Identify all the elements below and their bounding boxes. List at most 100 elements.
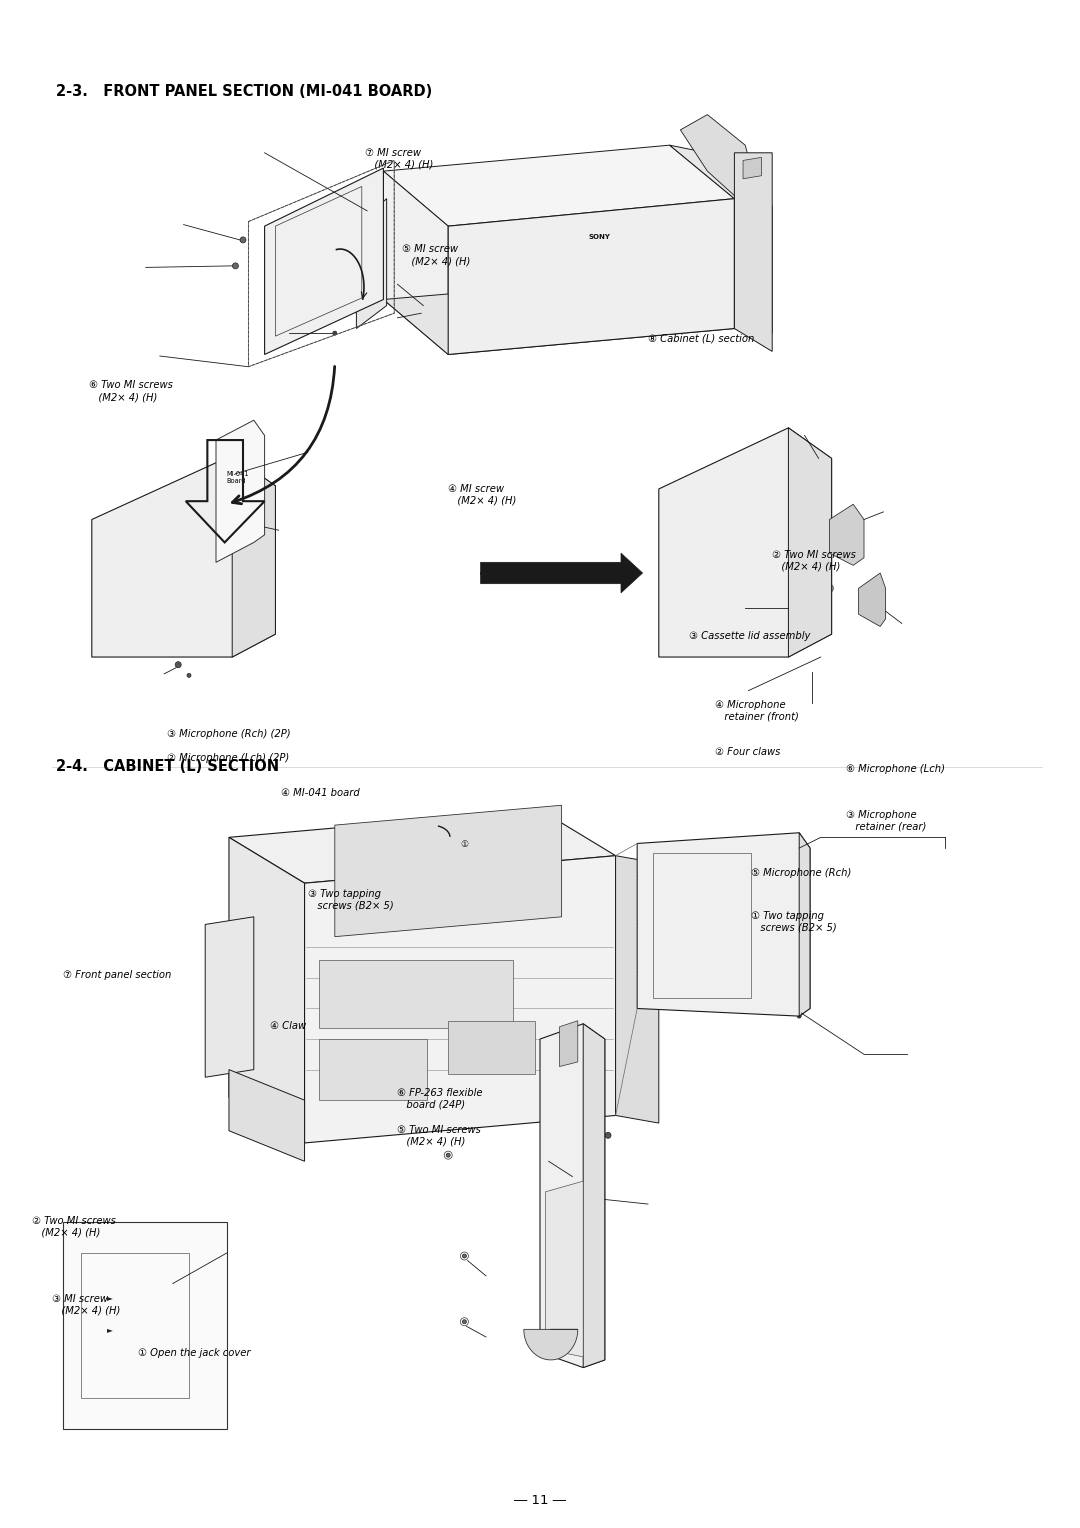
Circle shape [310,246,338,274]
Text: 2-4.   CABINET (L) SECTION: 2-4. CABINET (L) SECTION [56,759,280,775]
Circle shape [232,263,239,269]
Polygon shape [859,573,886,626]
Circle shape [300,235,348,284]
Text: ⑤ MI screw
   (M2× 4) (H): ⑤ MI screw (M2× 4) (H) [402,244,470,266]
Polygon shape [743,157,761,179]
Text: ④ Microphone
   retainer (front): ④ Microphone retainer (front) [715,700,799,721]
Text: ③ Microphone
   retainer (rear): ③ Microphone retainer (rear) [846,810,926,831]
Circle shape [549,1309,553,1313]
Bar [63,1222,227,1429]
Circle shape [120,1291,129,1300]
Bar [81,1253,189,1398]
Text: 2-3.   FRONT PANEL SECTION (MI-041 BOARD): 2-3. FRONT PANEL SECTION (MI-041 BOARD) [56,84,432,99]
Circle shape [224,646,230,652]
Text: ⑥ Microphone (Lch): ⑥ Microphone (Lch) [846,764,945,775]
Polygon shape [616,856,659,1123]
Circle shape [136,568,177,608]
Text: ⑦ Front panel section: ⑦ Front panel section [63,970,171,981]
Polygon shape [524,1329,578,1360]
Polygon shape [305,856,616,1143]
Circle shape [240,237,246,243]
Polygon shape [670,145,772,333]
Circle shape [310,1132,316,1138]
Text: ⑥ Two MI screws
   (M2× 4) (H): ⑥ Two MI screws (M2× 4) (H) [89,380,173,402]
Circle shape [780,643,786,649]
Circle shape [825,584,834,593]
Text: SONY: SONY [589,234,610,240]
Circle shape [605,1132,611,1138]
Text: ② Microphone (Lch) (2P): ② Microphone (Lch) (2P) [167,753,289,764]
Bar [653,853,751,998]
Polygon shape [356,199,387,329]
Circle shape [423,303,430,309]
Circle shape [661,498,667,504]
Polygon shape [559,1021,578,1067]
Bar [319,1039,427,1100]
Text: ⑤ Two MI screws
   (M2× 4) (H): ⑤ Two MI screws (M2× 4) (H) [397,1125,482,1146]
Polygon shape [383,145,734,226]
Text: ⑤ Microphone (Rch): ⑤ Microphone (Rch) [751,868,851,879]
Circle shape [446,1154,450,1157]
Text: ④ Claw: ④ Claw [270,1021,306,1031]
Text: ② Four claws: ② Four claws [715,747,781,758]
Text: MI-041
Board: MI-041 Board [227,471,249,484]
Circle shape [543,1154,548,1157]
Circle shape [96,646,103,652]
Circle shape [796,440,802,446]
Polygon shape [448,199,734,354]
Polygon shape [265,168,383,354]
Polygon shape [829,504,864,565]
Text: ③ Microphone (Rch) (2P): ③ Microphone (Rch) (2P) [167,729,291,740]
Text: ① Open the jack cover: ① Open the jack cover [138,1348,251,1358]
Polygon shape [335,805,562,937]
Polygon shape [232,455,275,657]
Text: ①: ① [460,840,469,850]
Polygon shape [205,917,254,1077]
Polygon shape [545,1181,583,1357]
Circle shape [549,1144,553,1148]
Circle shape [310,888,316,894]
Circle shape [698,568,739,608]
Polygon shape [383,171,448,354]
Circle shape [811,591,820,601]
Text: ⑥ FP-263 flexible
   board (24P): ⑥ FP-263 flexible board (24P) [397,1088,483,1109]
Circle shape [146,578,167,599]
Polygon shape [788,428,832,657]
Text: ►: ► [107,1325,113,1334]
Bar [319,960,513,1028]
Polygon shape [659,428,832,657]
Circle shape [129,561,185,616]
Circle shape [120,1325,129,1334]
Text: ③ MI screw
   (M2× 4) (H): ③ MI screw (M2× 4) (H) [52,1294,120,1316]
Polygon shape [229,837,305,1143]
Circle shape [292,228,356,292]
Polygon shape [216,420,265,562]
Circle shape [797,1015,801,1018]
Polygon shape [383,275,734,354]
Circle shape [229,471,235,477]
Circle shape [175,662,181,668]
Polygon shape [734,153,772,351]
Circle shape [802,454,807,457]
Circle shape [462,1254,467,1258]
Polygon shape [92,455,275,657]
Text: ►: ► [107,1293,113,1302]
Polygon shape [229,810,616,883]
Polygon shape [799,833,810,1016]
Circle shape [333,332,337,335]
Circle shape [816,568,825,578]
Circle shape [661,643,667,649]
Text: ④ MI screw
   (M2× 4) (H): ④ MI screw (M2× 4) (H) [448,484,516,506]
Circle shape [690,561,746,616]
Circle shape [794,1007,798,1010]
Text: ④ MI-041 board: ④ MI-041 board [281,788,360,799]
Circle shape [701,912,725,937]
Circle shape [462,1320,467,1323]
Circle shape [187,674,191,677]
Circle shape [549,1236,553,1239]
Polygon shape [637,833,810,1016]
Circle shape [786,1001,795,1010]
Polygon shape [680,115,756,196]
Circle shape [605,888,611,894]
Text: ② Two MI screws
   (M2× 4) (H): ② Two MI screws (M2× 4) (H) [772,550,856,571]
